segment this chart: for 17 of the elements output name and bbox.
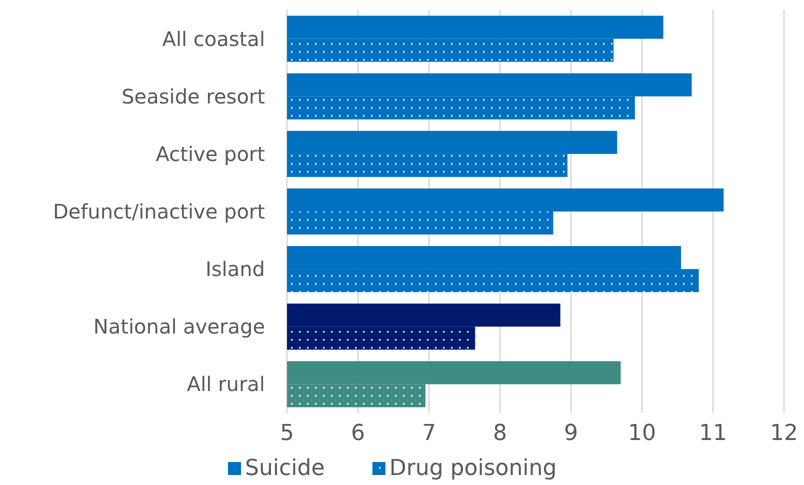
x-tick-label: 10 bbox=[628, 421, 656, 446]
x-tick-label: 7 bbox=[422, 421, 436, 446]
y-tick-label: National average bbox=[93, 314, 265, 339]
y-tick-label: All rural bbox=[186, 372, 265, 396]
y-tick-label: Active port bbox=[156, 142, 266, 166]
y-tick-label: All coastal bbox=[162, 26, 265, 51]
x-tick-label: 11 bbox=[699, 421, 727, 446]
y-tick-label: Defunct/inactive port bbox=[52, 200, 266, 224]
x-tick-label: 8 bbox=[493, 421, 507, 446]
x-tick-label: 6 bbox=[351, 421, 365, 446]
y-tick-label: Island bbox=[205, 257, 265, 282]
legend-label: Suicide bbox=[245, 456, 325, 481]
text: Drug poisoning bbox=[389, 456, 557, 481]
x-tick-label: 12 bbox=[770, 421, 798, 446]
y-tick-label: Seaside resort bbox=[122, 84, 266, 108]
x-tick-label: 5 bbox=[280, 421, 294, 446]
x-tick-label: 9 bbox=[564, 421, 578, 446]
